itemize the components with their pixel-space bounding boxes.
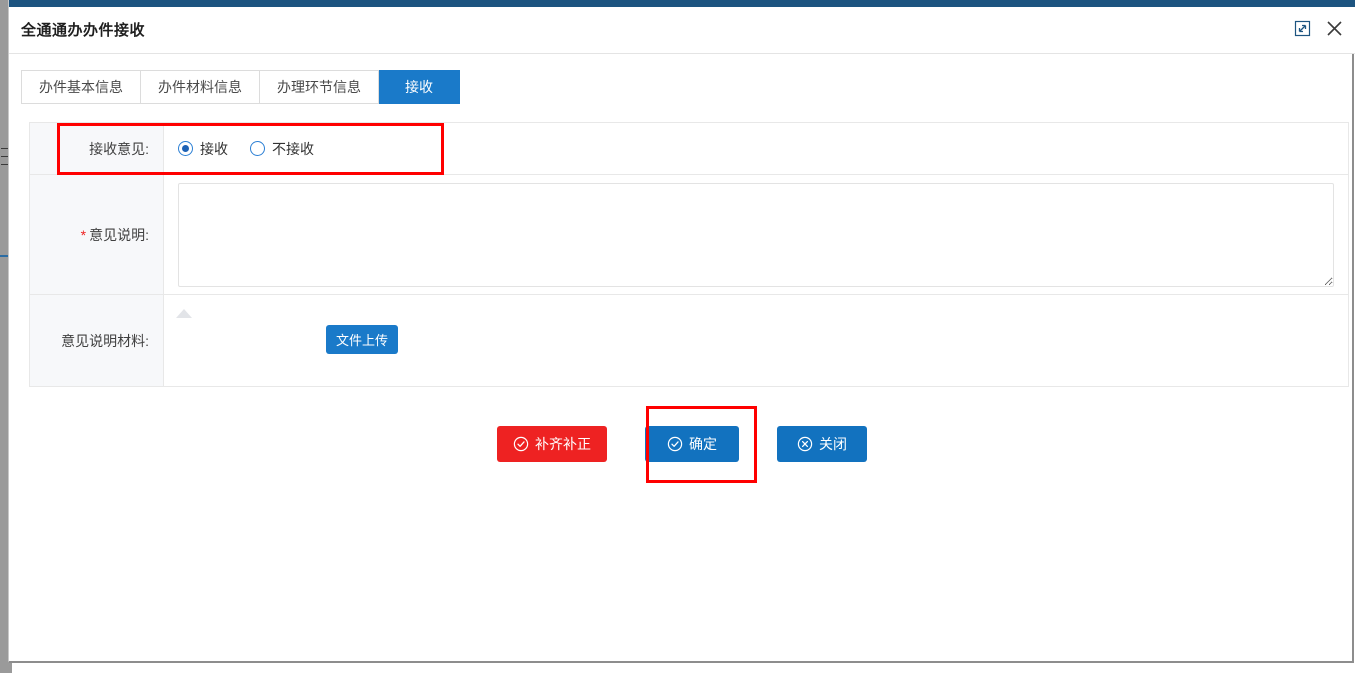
close-circle-icon <box>797 436 813 452</box>
radio-circle-accept[interactable] <box>178 141 193 156</box>
tab-basic-info[interactable]: 办件基本信息 <box>21 70 141 104</box>
window-controls <box>1291 17 1345 39</box>
close-icon[interactable] <box>1323 17 1345 39</box>
modal-title-bar <box>9 0 1355 7</box>
close-label: 关闭 <box>819 436 847 452</box>
page-title: 全通通办办件接收 <box>21 22 146 39</box>
label-opinion-desc-text: 意见说明: <box>89 226 149 243</box>
opinion-desc-textarea[interactable] <box>178 182 1334 287</box>
check-circle-icon <box>667 436 683 452</box>
field-opinion-desc <box>164 175 1348 294</box>
label-opinion-material: 意见说明材料: <box>30 295 164 386</box>
form-row-opinion-material: 意见说明材料: 文件上传 <box>30 295 1348 387</box>
tab-material-info[interactable]: 办件材料信息 <box>141 70 260 104</box>
form-row-opinion-desc: * 意见说明: <box>30 175 1348 295</box>
required-marker: * <box>80 226 87 243</box>
modal-header: 全通通办办件接收 <box>9 7 1355 54</box>
form-row-receive-opinion: 接收意见: 接收 不接收 <box>30 123 1348 175</box>
radio-label-reject: 不接收 <box>272 140 314 157</box>
label-receive-opinion: 接收意见: <box>30 123 164 174</box>
radio-option-accept[interactable]: 接收 <box>178 139 228 159</box>
radio-label-accept: 接收 <box>200 140 228 157</box>
supplement-correction-button[interactable]: 补齐补正 <box>497 426 607 462</box>
expand-icon[interactable] <box>1291 17 1313 39</box>
confirm-button[interactable]: 确定 <box>645 426 739 462</box>
upload-area: 文件上传 <box>164 295 1348 386</box>
radio-group-receive-opinion: 接收 不接收 <box>178 139 314 159</box>
radio-circle-reject[interactable] <box>250 141 265 156</box>
modal-dialog: 全通通办办件接收 办件基本信息 <box>8 0 1355 663</box>
confirm-label: 确定 <box>689 436 717 452</box>
close-button[interactable]: 关闭 <box>777 426 867 462</box>
check-circle-icon <box>513 436 529 452</box>
tab-bar: 办件基本信息 办件材料信息 办理环节信息 接收 <box>21 70 460 104</box>
field-opinion-material: 文件上传 <box>164 295 1348 386</box>
radio-option-reject[interactable]: 不接收 <box>250 139 314 159</box>
tab-receive[interactable]: 接收 <box>379 70 460 104</box>
caret-up-icon <box>176 309 192 318</box>
label-opinion-desc: * 意见说明: <box>30 175 164 294</box>
receive-form: 接收意见: 接收 不接收 * <box>29 122 1349 387</box>
file-upload-button[interactable]: 文件上传 <box>326 325 399 354</box>
supplement-correction-label: 补齐补正 <box>535 436 591 452</box>
footer-button-bar: 补齐补正 确定 关闭 <box>9 426 1355 462</box>
field-receive-opinion: 接收 不接收 <box>164 123 1348 174</box>
tab-process-info[interactable]: 办理环节信息 <box>260 70 379 104</box>
